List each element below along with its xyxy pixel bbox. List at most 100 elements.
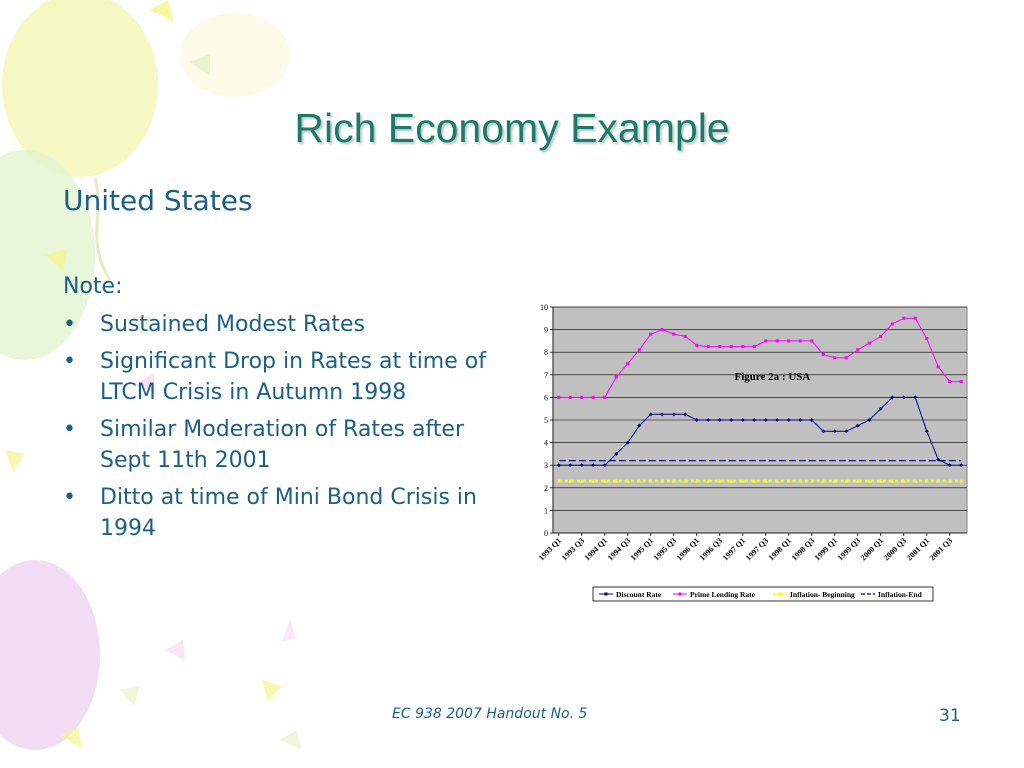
data-point <box>890 479 895 483</box>
x-tick-label: 1993 Q3 <box>560 536 586 562</box>
data-point <box>844 356 848 360</box>
data-point <box>833 356 837 360</box>
data-point <box>821 479 826 483</box>
data-point <box>660 412 665 417</box>
data-point <box>867 479 872 483</box>
y-tick-label: 9 <box>544 326 548 335</box>
bullet-text: Ditto at time of Mini Bond Crisis in 199… <box>100 485 477 541</box>
slide-subtitle: United States <box>63 184 253 217</box>
data-point <box>671 412 676 417</box>
x-tick-label: 1999 Q1 <box>813 536 839 562</box>
bullet-dot-icon: • <box>63 417 76 442</box>
y-tick-label: 4 <box>544 439 548 448</box>
data-point <box>798 339 802 343</box>
data-point <box>809 479 814 483</box>
data-point <box>856 348 860 352</box>
x-tick-label: 1996 Q1 <box>675 536 701 562</box>
slide-title: Rich Economy Example <box>294 105 730 151</box>
data-point <box>706 345 710 349</box>
bullet-text: Similar Moderation of Rates after Sept 1… <box>100 417 464 473</box>
bullet-list: • Sustained Modest Rates • Significant Dro… <box>63 309 503 550</box>
data-point <box>775 339 779 343</box>
x-tick-label: 1999 Q3 <box>836 536 862 562</box>
data-point <box>591 463 596 468</box>
data-point <box>614 479 619 483</box>
bullet-item: • Ditto at time of Mini Bond Crisis in 19… <box>63 482 503 544</box>
data-point <box>637 423 642 428</box>
data-point <box>717 418 722 422</box>
x-tick-label: 1997 Q3 <box>744 536 770 562</box>
x-tick-label: 1993 Q1 <box>537 536 563 562</box>
x-tick-label: 1996 Q3 <box>698 536 724 562</box>
x-tick-label: 1998 Q1 <box>767 536 793 562</box>
x-tick-label: 2000 Q1 <box>859 536 885 562</box>
data-point <box>924 429 929 434</box>
x-tick-label: 1994 Q1 <box>583 536 609 562</box>
data-point <box>556 463 561 468</box>
data-point <box>775 418 780 422</box>
footer-text: EC 938 2007 Handout No. 5 <box>392 706 588 722</box>
data-point <box>844 429 849 434</box>
legend-label: Inflation- Beginning <box>790 590 855 599</box>
data-point <box>925 337 929 341</box>
data-point <box>878 406 883 411</box>
data-point <box>694 479 699 483</box>
data-point <box>879 334 883 338</box>
data-point <box>614 451 619 456</box>
x-tick-label: 2001 Q1 <box>905 536 931 562</box>
data-point <box>602 463 607 468</box>
data-point <box>775 479 780 483</box>
data-point <box>603 395 607 399</box>
data-point <box>752 418 757 422</box>
data-point <box>740 418 745 422</box>
bullet-item: • Significant Drop in Rates at time of LT… <box>63 346 503 408</box>
series-line-1 <box>558 317 962 398</box>
data-point <box>706 479 711 483</box>
data-point <box>867 418 872 422</box>
data-point <box>948 380 952 384</box>
data-point <box>947 463 952 468</box>
legend-marker <box>678 592 682 596</box>
bullet-text: Significant Drop in Rates at time of LTC… <box>100 349 486 405</box>
y-tick-label: 6 <box>544 393 548 402</box>
bullet-text: Sustained Modest Rates <box>100 312 365 337</box>
data-point <box>798 479 803 483</box>
legend-label: Inflation-End <box>878 590 923 599</box>
balloon-cream <box>180 13 290 97</box>
data-point <box>832 429 837 434</box>
x-tick-label: 2001 Q3 <box>928 536 954 562</box>
data-point <box>786 479 791 483</box>
data-point <box>890 395 895 400</box>
data-point <box>729 479 734 483</box>
y-tick-label: 3 <box>544 461 548 470</box>
legend-label: Discount Rate <box>616 590 662 599</box>
data-point <box>637 348 641 352</box>
data-point <box>706 418 711 422</box>
x-tick-label: 1995 Q1 <box>629 536 655 562</box>
x-tick-label: 1997 Q1 <box>721 536 747 562</box>
data-point <box>591 395 595 399</box>
y-tick-label: 10 <box>540 303 548 312</box>
note-heading: Note: <box>63 274 123 299</box>
y-tick-label: 1 <box>544 506 548 515</box>
data-point <box>763 418 768 422</box>
data-point <box>878 479 883 483</box>
data-point <box>936 479 941 483</box>
data-point <box>752 479 757 483</box>
data-point <box>913 395 918 400</box>
data-point <box>557 395 561 399</box>
data-point <box>660 328 664 332</box>
data-point <box>752 345 756 349</box>
bullet-item: • Sustained Modest Rates <box>63 309 503 340</box>
data-point <box>821 352 825 356</box>
data-point <box>924 479 929 483</box>
data-point <box>591 479 596 483</box>
data-point <box>959 463 964 468</box>
data-point <box>626 362 630 365</box>
balloon-purple <box>0 560 100 750</box>
data-point <box>568 395 572 399</box>
data-point <box>959 479 964 483</box>
data-point <box>855 423 860 428</box>
data-point <box>901 395 906 400</box>
data-point <box>579 479 584 483</box>
